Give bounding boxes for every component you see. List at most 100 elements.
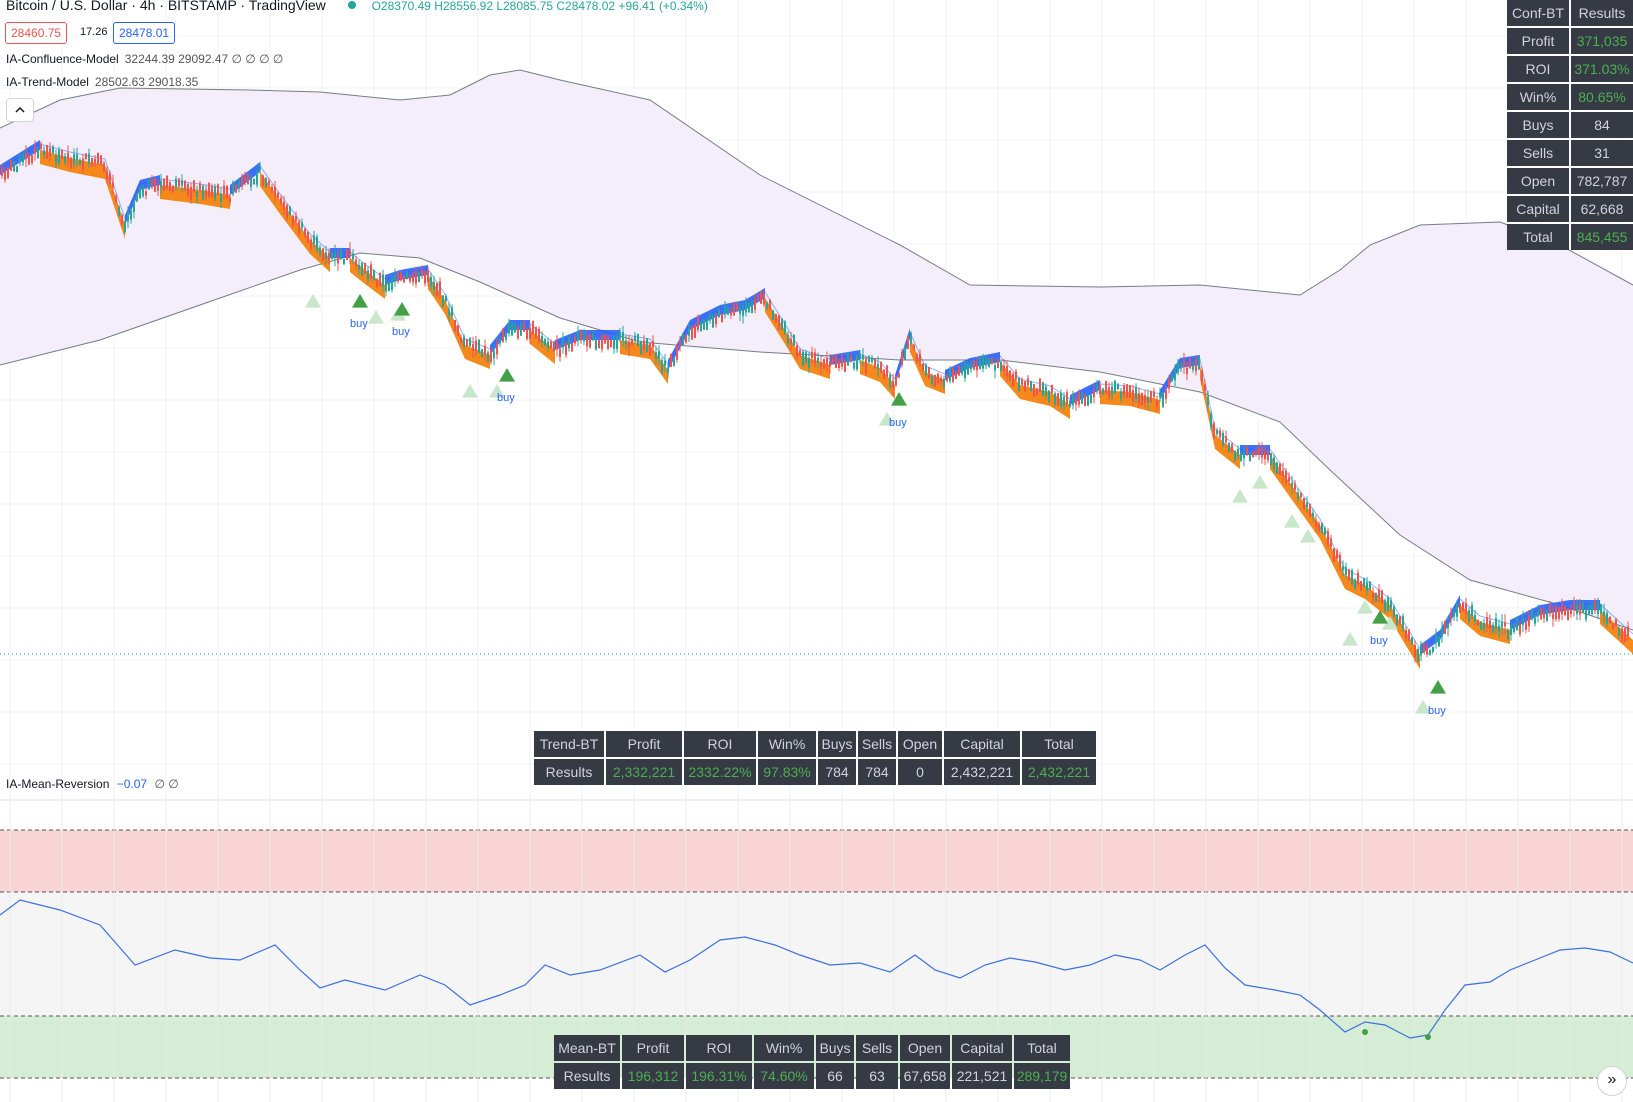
candle-body	[1609, 616, 1611, 624]
confluence-name: IA-Confluence-Model	[6, 52, 119, 66]
candle-body	[1441, 627, 1443, 637]
candle-body	[1531, 609, 1533, 619]
candle-body	[1081, 392, 1083, 404]
candle-body	[133, 202, 135, 213]
table-header-cell: Buys	[816, 1035, 854, 1061]
candle-body	[358, 264, 360, 270]
table-cell: 66	[816, 1063, 854, 1089]
candle-body	[580, 332, 582, 341]
candle-body	[367, 270, 369, 280]
ask-price-box[interactable]: 28478.01	[113, 22, 176, 44]
candle-body	[1306, 502, 1308, 507]
candle-body	[211, 186, 213, 196]
candle-body	[22, 154, 24, 163]
candle-body	[517, 327, 519, 339]
row-label: Profit	[1507, 28, 1569, 54]
collapse-legend-button[interactable]	[6, 98, 34, 122]
candle-body	[208, 183, 210, 197]
table-header-cell: Sells	[856, 1035, 898, 1061]
table-cell: 784	[858, 759, 896, 785]
candle-body	[1156, 400, 1158, 407]
candle-body	[1057, 393, 1059, 406]
candle-body	[199, 183, 201, 190]
candle-body	[820, 362, 822, 367]
candle-body	[859, 354, 861, 360]
candle-body	[1429, 650, 1431, 655]
candle-body	[646, 338, 648, 353]
candle-body	[1444, 620, 1446, 635]
candle-body	[913, 344, 915, 350]
table-header-row: Conf-BT Results	[1507, 0, 1633, 26]
spread-value: 17.26	[80, 26, 108, 38]
candle-body	[643, 340, 645, 350]
candle-body	[907, 335, 909, 350]
candle-body	[835, 354, 837, 368]
candle-body	[502, 328, 504, 342]
candle-body	[511, 322, 513, 336]
candle-body	[1210, 413, 1212, 428]
table-header-cell: Buys	[818, 731, 856, 757]
candle-body	[1303, 497, 1305, 510]
candle-body	[1480, 621, 1482, 631]
candle-body	[1363, 577, 1365, 588]
bid-price-box[interactable]: 28460.75	[5, 22, 68, 44]
candle-body	[1234, 450, 1236, 462]
candle-body	[1279, 463, 1281, 476]
candle-body	[895, 377, 897, 386]
candle-body	[238, 182, 240, 189]
candle-body	[667, 367, 669, 374]
table-row: Open 782,787	[1507, 168, 1633, 194]
candle-body	[241, 176, 243, 187]
candle-body	[1213, 423, 1215, 437]
candle-body	[325, 252, 327, 259]
candle-body	[292, 215, 294, 227]
trend-ribbon-segment	[1365, 585, 1390, 619]
row-label: Total	[1507, 224, 1569, 250]
row-label: Open	[1507, 168, 1569, 194]
candle-body	[346, 249, 348, 261]
candle-body	[52, 146, 54, 154]
candle-body	[727, 307, 729, 315]
candle-body	[178, 178, 180, 187]
candle-body	[124, 221, 126, 233]
candle-body	[85, 153, 87, 160]
candle-body	[1132, 390, 1134, 401]
candle-body	[613, 339, 615, 349]
candle-body	[490, 350, 492, 363]
candle-body	[31, 155, 33, 164]
candle-body	[739, 308, 741, 315]
candle-body	[205, 189, 207, 197]
candle-body	[592, 333, 594, 339]
candle-body	[436, 282, 438, 297]
candle-body	[541, 336, 543, 343]
candle-body	[40, 143, 42, 149]
candle-body	[898, 373, 900, 378]
candle-body	[37, 147, 39, 158]
candle-body	[631, 339, 633, 345]
confluence-legend[interactable]: IA-Confluence-Model 32244.39 29092.47 ∅ ∅…	[6, 52, 283, 66]
candle-body	[1087, 395, 1089, 406]
candle-body	[1582, 601, 1584, 613]
candle-body	[1351, 570, 1353, 584]
candle-body	[886, 365, 888, 377]
price-chart[interactable]	[0, 0, 1633, 800]
buy-signal-triangle	[1300, 529, 1316, 543]
candle-body	[100, 155, 102, 166]
buy-label: buy	[889, 417, 907, 429]
symbol-legend[interactable]: Bitcoin / U.S. Dollar · 4h · BITSTAMP · …	[6, 0, 708, 13]
candle-body	[1204, 384, 1206, 391]
buy-signal-triangle	[1342, 632, 1358, 646]
candle-body	[1300, 492, 1302, 498]
candle-body	[7, 167, 9, 178]
candle-body	[1183, 360, 1185, 367]
mean-reversion-legend[interactable]: IA-Mean-Reversion −0.07 ∅ ∅	[6, 777, 179, 791]
candle-body	[622, 331, 624, 341]
candle-body	[460, 337, 462, 343]
trend-ribbon-segment	[1600, 610, 1633, 654]
candle-body	[628, 342, 630, 349]
candle-body	[1063, 396, 1065, 407]
table-header-row: Mean-BT Profit ROI Win% Buys Sells Open …	[554, 1035, 1070, 1061]
scroll-to-realtime-button[interactable]: »	[1597, 1066, 1627, 1096]
trend-legend[interactable]: IA-Trend-Model 28502.63 29018.35	[6, 75, 198, 89]
